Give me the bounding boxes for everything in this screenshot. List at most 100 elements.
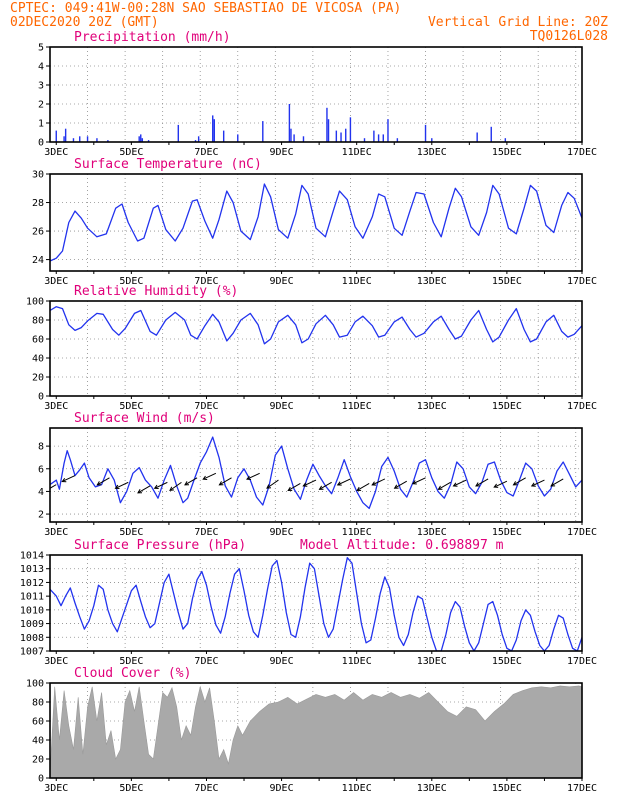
temp-xtick-label: 3DEC [44, 276, 68, 287]
wind-vector [550, 478, 564, 487]
wind-vector-head [218, 481, 224, 486]
precip-bar [72, 138, 75, 142]
precip-bar [504, 138, 507, 142]
precip-xtick-label: 13DEC [417, 147, 447, 158]
wind-title: Surface Wind (m/s) [74, 411, 215, 426]
press-ytick-label: 1011 [20, 592, 44, 603]
wind-vector-head [287, 486, 293, 492]
rh-xtick-label: 7DEC [194, 401, 218, 412]
temp-panel: 24 26 28 30 3DEC 5DEC 7DEC 9DEC 11DEC 13DEC 15DEC 1… [32, 157, 597, 287]
rh-frame [49, 300, 583, 397]
precip-bar [293, 134, 295, 142]
press-ytick-label: 1012 [20, 578, 44, 589]
wind-vector-head [512, 481, 518, 486]
precip-xtick-label: 11DEC [342, 147, 372, 158]
press-xtick-label: 7DEC [194, 656, 218, 667]
cloud-plot-area [50, 685, 582, 778]
temp-ytick-label: 24 [32, 255, 44, 266]
wind-vector-head [202, 475, 208, 480]
press-title: Surface Pressure (hPa) [74, 538, 246, 553]
grid-line-note: Vertical Grid Line: 20Z [428, 15, 608, 30]
wind-xtick-label: 15DEC [492, 527, 522, 538]
precip-ytick-label: 5 [38, 43, 44, 54]
precip-ytick-label: 3 [38, 81, 44, 92]
press-panel: 1007 1008 1009 1010 1011 1012 1013 1014 3DEC 5DEC… [20, 538, 597, 667]
precip-bar [396, 138, 399, 142]
precip-bar [96, 138, 98, 142]
chart-header: CPTEC: 049:41W-00:28N SAO SEBASTIAO DE V… [10, 1, 608, 44]
wind-vector-head [61, 478, 67, 483]
rh-xtick-label: 3DEC [44, 401, 68, 412]
precip-bar [177, 124, 180, 142]
wind-vector [62, 475, 76, 482]
precip-bar [345, 128, 347, 142]
wind-vector-head [437, 485, 443, 490]
rh-title: Relative Humidity (%) [74, 284, 238, 299]
precip-bar [237, 134, 239, 142]
wind-vector [453, 479, 467, 487]
wind-vector-head [452, 482, 458, 487]
temp-xtick-label: 5DEC [119, 276, 143, 287]
wind-vector [513, 477, 526, 486]
rh-xtick-label: 5DEC [119, 401, 143, 412]
wind-plot-area [50, 436, 582, 510]
precip-bar [387, 119, 389, 142]
precip-bar [55, 130, 57, 142]
wind-vector-head [336, 481, 342, 486]
wind-vector [337, 478, 351, 486]
wind-xtick-label: 7DEC [194, 527, 218, 538]
wind-vector [97, 477, 110, 486]
temp-title: Surface Temperature (nC) [74, 157, 262, 172]
precip-bar [138, 136, 140, 142]
press-ytick-label: 1009 [20, 619, 44, 630]
cloud-ytick-label: 60 [32, 717, 44, 728]
press-xtick-label: 13DEC [417, 656, 447, 667]
press-ytick-label: 1010 [20, 605, 44, 616]
temp-xtick-label: 9DEC [270, 276, 294, 287]
temp-xtick-label: 11DEC [342, 276, 372, 287]
press-subtitle: Model Altitude: 0.698897 m [300, 538, 504, 553]
rh-ytick-label: 60 [32, 335, 44, 346]
rh-line [50, 306, 582, 345]
precip-bar [213, 119, 215, 142]
wind-vector-head [114, 484, 120, 489]
panels-container: 0 1 2 3 4 5 3DEC 5DEC 7DEC 9DEC 11DEC 13DEC 15DEC 17D… [20, 30, 597, 794]
temp-ytick-label: 26 [32, 227, 44, 238]
rh-ytick-label: 80 [32, 316, 44, 327]
press-frame [49, 554, 583, 652]
precip-bar [382, 134, 384, 142]
wind-vector [184, 477, 198, 486]
cloud-xtick-label: 5DEC [119, 783, 143, 794]
precip-title: Precipitation (mm/h) [74, 30, 231, 45]
rh-panel: 0 20 40 60 80 100 3DEC 5DEC 7DEC 9DEC 11DEC 13DEC 15… [26, 284, 597, 412]
precip-xtick-label: 9DEC [270, 147, 294, 158]
wind-vector-head [302, 482, 308, 487]
temp-xtick-label: 13DEC [417, 276, 447, 287]
wind-xtick-label: 11DEC [342, 527, 372, 538]
wind-frame [49, 427, 583, 523]
temp-frame [49, 173, 583, 272]
cloud-ytick-label: 40 [32, 736, 44, 747]
precip-ytick-label: 2 [38, 100, 44, 111]
wind-vector-head [266, 484, 272, 489]
press-xtick-label: 9DEC [270, 656, 294, 667]
wind-vector [303, 479, 317, 487]
precip-bar [431, 138, 433, 142]
precip-bar [490, 126, 492, 142]
wind-vector-head [475, 482, 481, 487]
press-xtick-label: 3DEC [44, 656, 68, 667]
cloud-xtick-label: 11DEC [342, 783, 372, 794]
press-xtick-label: 5DEC [119, 656, 143, 667]
wind-vector-head [169, 486, 174, 492]
cloud-frame [49, 682, 583, 779]
wind-ytick-label: 4 [38, 487, 44, 498]
precip-bar [290, 128, 292, 142]
wind-vector [154, 481, 168, 489]
station-header: CPTEC: 049:41W-00:28N SAO SEBASTIAO DE V… [10, 1, 401, 16]
wind-vector [202, 472, 217, 480]
cloud-cover-area [50, 685, 582, 778]
precip-bar [64, 128, 67, 142]
precip-bar [288, 104, 291, 142]
cloud-ytick-label: 0 [38, 774, 44, 785]
